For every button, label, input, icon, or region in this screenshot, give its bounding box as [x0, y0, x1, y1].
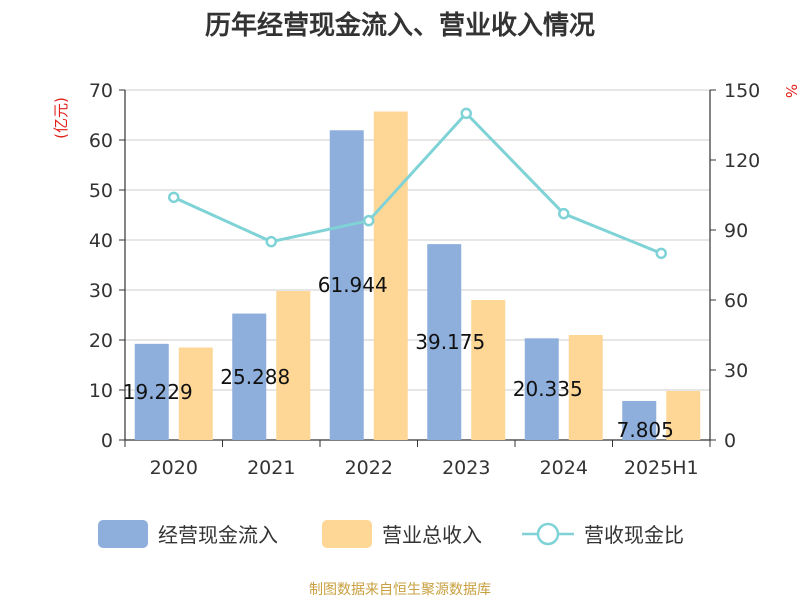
x-tick-label-1: 2021 [247, 457, 295, 479]
bar-cash-inflow-3 [427, 244, 462, 440]
data-labels: 19.229 25.288 61.944 39.175 20.335 7.805 [123, 273, 674, 442]
right-tick-label-5: 150 [724, 80, 760, 102]
left-tick-label-1: 10 [89, 380, 113, 402]
left-tick-label-2: 20 [89, 330, 113, 352]
ratio-line [168, 107, 667, 260]
axes: 0 10 20 30 40 50 60 70 0 30 60 90 120 150 [89, 80, 760, 452]
chart-title: 历年经营现金流入、营业收入情况 [205, 10, 595, 41]
x-tick-label-5: 2025H1 [624, 457, 699, 479]
bar-revenue-4 [568, 335, 603, 440]
data-label-cash-inflow-5: 7.805 [617, 418, 674, 442]
left-axis-unit: (亿元) [52, 97, 70, 139]
x-tick-label-0: 2020 [150, 457, 198, 479]
x-tick-label-4: 2024 [540, 457, 588, 479]
ratio-point-2 [363, 214, 375, 227]
ratio-point-0 [168, 191, 180, 204]
bars [134, 111, 701, 440]
ratio-point-1 [265, 235, 277, 248]
right-tick-label-1: 30 [724, 360, 748, 382]
ratio-point-3 [460, 107, 472, 120]
bar-cash-inflow-1 [232, 313, 267, 440]
bar-revenue-1 [276, 291, 311, 440]
left-tick-label-6: 60 [89, 130, 113, 152]
bar-revenue-2 [373, 111, 408, 440]
data-label-cash-inflow-4: 20.335 [513, 377, 583, 401]
right-tick-label-2: 60 [724, 290, 748, 312]
bar-cash-inflow-2 [329, 130, 364, 440]
legend-swatch-cash-inflow [98, 520, 148, 548]
x-tick-label-3: 2023 [442, 457, 490, 479]
left-tick-label-7: 70 [89, 80, 113, 102]
source-note: 制图数据来自恒生聚源数据库 [309, 582, 491, 598]
right-tick-label-3: 90 [724, 220, 748, 242]
left-tick-label-0: 0 [101, 430, 113, 452]
left-tick-label-5: 50 [89, 180, 113, 202]
ratio-point-4 [558, 207, 570, 220]
legend: 经营现金流入 营业总收入 营收现金比 [98, 520, 684, 548]
bar-cash-inflow-4 [524, 338, 559, 440]
left-tick-label-4: 40 [89, 230, 113, 252]
right-axis-unit: % [782, 84, 800, 98]
bar-cash-inflow-5 [622, 400, 657, 440]
data-label-cash-inflow-2: 61.944 [318, 273, 388, 297]
bar-revenue-3 [471, 300, 506, 440]
bar-cash-inflow-0 [134, 343, 169, 440]
x-tick-labels: 2020 2021 2022 2023 2024 2025H1 [150, 457, 699, 479]
right-tick-label-0: 0 [724, 430, 736, 452]
x-tick-label-2: 2022 [345, 457, 393, 479]
legend-label-ratio: 营收现金比 [584, 523, 684, 547]
gridlines [125, 89, 710, 391]
data-label-cash-inflow-1: 25.288 [220, 365, 290, 389]
right-tick-label-4: 120 [724, 150, 760, 172]
legend-marker-ratio [536, 522, 560, 546]
legend-swatch-revenue [322, 520, 372, 548]
legend-label-cash-inflow: 经营现金流入 [158, 523, 278, 547]
bar-revenue-5 [666, 391, 701, 440]
data-label-cash-inflow-0: 19.229 [123, 380, 193, 404]
data-label-cash-inflow-3: 39.175 [415, 330, 485, 354]
legend-label-revenue: 营业总收入 [382, 523, 482, 547]
ratio-point-5 [655, 247, 667, 260]
ratio-line-path [173, 111, 662, 255]
bar-revenue-0 [178, 347, 213, 440]
left-tick-label-3: 30 [89, 280, 113, 302]
